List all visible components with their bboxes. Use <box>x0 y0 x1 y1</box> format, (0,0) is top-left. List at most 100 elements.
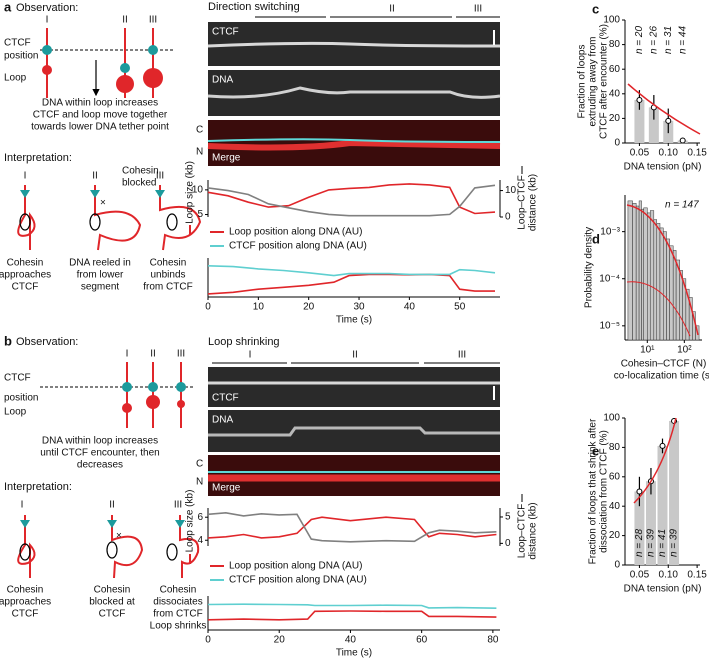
caption: Cohesin <box>7 585 44 596</box>
heading: Observation: <box>16 2 78 14</box>
label: Loop <box>4 73 27 84</box>
n-label: n = 39 <box>646 529 657 558</box>
y-tick-label: 100 <box>603 15 620 26</box>
y-tick-label: 60 <box>609 64 621 75</box>
ctcf-marker <box>20 190 30 198</box>
stage-label: III <box>174 500 182 511</box>
caption: DNA within loop increases <box>42 436 158 447</box>
histogram-bar <box>632 203 637 341</box>
caption: from CTCF <box>153 609 202 620</box>
y-tick-label: 10 <box>192 185 204 196</box>
n-label: n = 20 <box>634 26 645 55</box>
x-tick-label: 0.05 <box>630 148 650 159</box>
histogram-bar <box>643 207 648 341</box>
x-tick-label: 0.15 <box>687 570 707 581</box>
loop-diagram <box>17 185 202 251</box>
n-label: n = 26 <box>648 26 659 55</box>
x-tick-label: 0.05 <box>630 570 650 581</box>
x-tick-label: 0.10 <box>659 148 679 159</box>
y-tick-label: 10⁻⁴ <box>599 273 620 284</box>
note: Cohesin <box>122 166 159 177</box>
label: Loop <box>4 407 27 418</box>
x-tick-label: 30 <box>353 302 365 313</box>
stage-label: I <box>46 15 49 26</box>
heading: Observation: <box>16 336 78 348</box>
note: blocked <box>122 178 156 189</box>
axis-label: Time (s) <box>336 648 372 659</box>
strand-diagram <box>46 28 154 98</box>
stage-label: III <box>149 15 157 26</box>
label: position <box>4 393 38 404</box>
x-tick-label: 60 <box>416 635 428 646</box>
n-label: n = 44 <box>677 26 688 55</box>
phase-label: III <box>458 350 466 361</box>
x-tick-label: 10¹ <box>640 345 655 356</box>
channel-label: CTCF <box>212 393 239 404</box>
panel-letter: a <box>4 0 12 14</box>
axis-label: distance (kb) <box>528 174 539 231</box>
stage-label: I <box>126 349 129 360</box>
caption: dissociates <box>153 597 202 608</box>
phase-label: II <box>352 350 358 361</box>
histogram-bar <box>647 212 651 341</box>
caption: until CTCF encounter, then <box>40 448 160 459</box>
stage-label: II <box>92 171 98 182</box>
axis-label: DNA tension (pN) <box>624 162 702 173</box>
panel-letter: d <box>592 231 600 246</box>
ctcf-dot <box>120 63 130 73</box>
block-cross: × <box>100 198 106 209</box>
caption: CTCF <box>99 609 126 620</box>
histogram-bar <box>638 200 642 341</box>
caption: approaches <box>0 270 51 281</box>
data-point <box>665 117 672 124</box>
series-line <box>207 265 496 277</box>
ctcf-dot <box>122 382 132 392</box>
y-tick-label: 5 <box>505 512 511 523</box>
ctcf-marker <box>175 520 185 528</box>
y-tick-label: 10 <box>505 185 517 196</box>
axis-label: Fraction of loops that shrink after <box>588 418 599 564</box>
kymo-title: Direction switching <box>208 1 300 13</box>
y-tick-label: 0 <box>505 212 511 223</box>
n-label: n = 39 <box>669 529 680 558</box>
kymo-signal <box>208 426 500 437</box>
histogram-bar <box>675 259 680 341</box>
y-tick-label: 60 <box>609 471 621 482</box>
kymograph <box>208 410 500 452</box>
y-tick-label: 0 <box>614 560 620 571</box>
histogram-bar <box>627 200 633 341</box>
x-tick-label: 20 <box>274 635 286 646</box>
histogram-bar <box>659 227 664 341</box>
caption: Cohesin <box>160 585 197 596</box>
label: position <box>4 51 38 62</box>
data-point <box>659 442 666 449</box>
x-tick-label: 0.10 <box>659 570 679 581</box>
n-label: n = 31 <box>663 26 674 54</box>
axis-label: extruding away from <box>588 36 599 126</box>
axis-label: Cohesin–CTCF (N) <box>621 359 707 370</box>
caption: decreases <box>77 460 123 471</box>
bar <box>634 491 645 565</box>
panel-letter: e <box>592 443 599 458</box>
caption: towards lower DNA tether point <box>31 122 169 133</box>
caption: blocked at <box>89 597 135 608</box>
caption: DNA within loop increases <box>42 98 158 109</box>
y-tick-label: 20 <box>609 530 621 541</box>
caption: unbinds <box>150 270 185 281</box>
ctcf-marker <box>20 520 30 528</box>
bar <box>634 99 645 143</box>
channel-label: DNA <box>212 75 233 86</box>
strand-diagram <box>126 362 182 428</box>
channel-label: DNA <box>212 415 233 426</box>
kymo-signal <box>207 138 501 143</box>
histogram-bar <box>663 231 667 341</box>
stage-label: II <box>109 500 115 511</box>
panel-letter: c <box>592 1 599 16</box>
phase-label: I <box>291 4 294 15</box>
y-tick-label: 10⁻⁵ <box>599 320 620 331</box>
axis-label: CTCF after encounter (%) <box>599 24 610 139</box>
x-tick-label: 10² <box>677 345 692 356</box>
